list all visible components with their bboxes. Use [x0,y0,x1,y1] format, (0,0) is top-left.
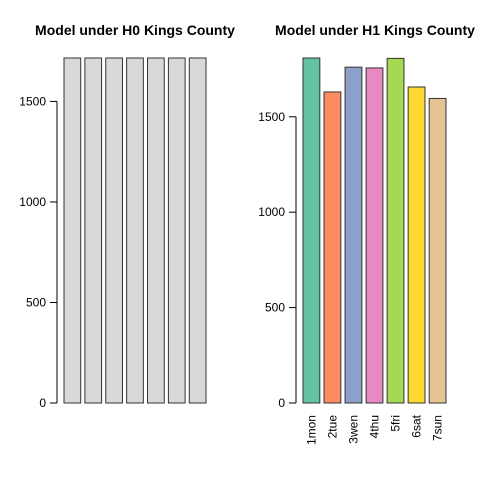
y-axis-h0: 0 500 1000 1500 [19,94,58,410]
bar-1mon [63,57,82,404]
y-tick-label: 1000 [258,205,285,219]
chart-title-h1: Model under H1 Kings County [275,22,475,38]
x-tick-label: 3wen [346,415,360,444]
panel-h0: Model under H0 Kings County 0 500 1000 1500 [19,22,235,410]
x-tick-label: 6sat [410,414,424,437]
panel-h1: Model under H1 Kings County 0 500 1000 1500… [258,22,475,445]
bar-7sun [188,57,207,404]
bar-5fri [386,57,405,404]
x-tick-labels-h1: 1mon 2tue 3wen 4thu 5fri 6sat 7sun [304,414,444,445]
bar-3wen [105,57,123,404]
y-axis-h1: 0 500 1000 1500 [258,110,297,410]
bar-3wen [344,66,363,404]
x-tick-label: 2tue [325,415,339,439]
y-tick-label: 500 [265,301,285,315]
x-tick-label: 7sun [431,415,445,441]
x-tick-label: 5fri [389,415,403,432]
chart-title-h0: Model under H0 Kings County [35,22,235,38]
x-tick-label: 4thu [368,415,382,438]
bar-5fri [147,57,165,404]
bar-7sun [428,97,447,404]
bars-h1 [302,57,447,404]
bars-h0 [63,57,207,404]
bar-4thu [126,57,144,404]
y-tick-label: 0 [278,396,285,410]
y-tick-label: 1500 [258,110,285,124]
y-tick-label: 500 [26,295,46,309]
bar-6sat [167,57,186,404]
bar-1mon [302,57,321,404]
x-tick-label: 1mon [304,415,318,445]
y-tick-label: 1000 [19,195,46,209]
bar-2tue [323,91,342,404]
y-tick-label: 0 [39,396,46,410]
y-tick-label: 1500 [19,94,46,108]
bar-4thu [365,67,384,404]
bar-2tue [84,57,103,404]
bar-6sat [407,86,426,404]
